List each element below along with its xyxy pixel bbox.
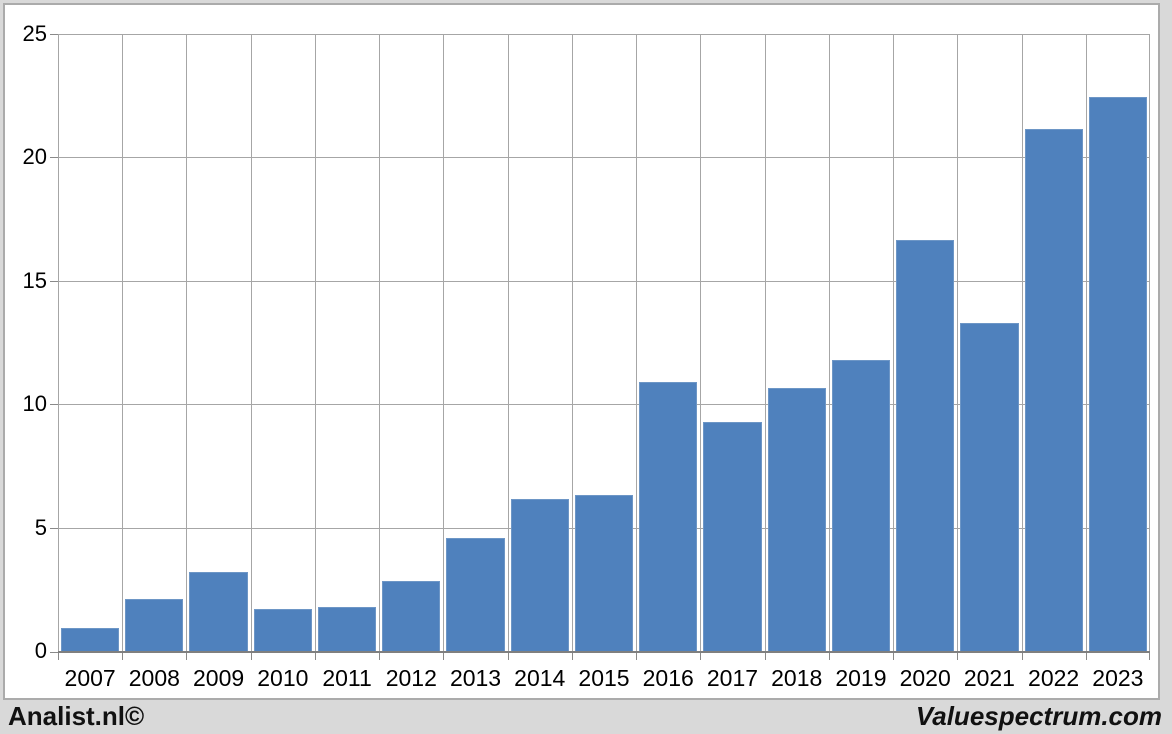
x-axis-label: 2010 bbox=[257, 665, 309, 691]
x-axis-label: 2012 bbox=[385, 665, 437, 691]
x-axis-label: 2013 bbox=[449, 665, 502, 691]
bar-2009 bbox=[189, 572, 248, 651]
y-axis-tick bbox=[50, 404, 58, 406]
vertical-gridline bbox=[122, 34, 124, 651]
vertical-gridline bbox=[443, 34, 445, 651]
bar-2018 bbox=[767, 388, 826, 651]
x-axis-tick bbox=[186, 653, 188, 660]
vertical-gridline bbox=[828, 34, 830, 651]
vertical-gridline bbox=[250, 34, 252, 651]
bar-2019 bbox=[831, 360, 891, 651]
plot-area bbox=[50, 34, 1150, 660]
horizontal-gridline bbox=[58, 280, 1150, 282]
vertical-gridline bbox=[314, 34, 316, 651]
chart-panel: 0 5 10 15 20 25 2007 2008 2009 2010 2011 2012 2013 2… bbox=[3, 3, 1160, 700]
x-axis-tick bbox=[571, 653, 573, 660]
analist-credit: Analist.nl© bbox=[8, 701, 145, 731]
vertical-gridline bbox=[1149, 34, 1150, 651]
bar-2020 bbox=[896, 240, 955, 651]
x-axis-label: 2019 bbox=[835, 665, 887, 691]
x-axis-label: 2020 bbox=[899, 665, 951, 691]
x-axis-tick bbox=[828, 653, 830, 660]
x-axis-label: 2014 bbox=[514, 665, 566, 691]
y-axis-tick bbox=[50, 157, 58, 159]
y-axis-labels: 0 5 10 15 20 25 bbox=[5, 21, 47, 663]
x-axis-label: 2015 bbox=[578, 665, 630, 691]
x-axis-tick bbox=[379, 653, 381, 660]
bar-2023 bbox=[1088, 97, 1147, 651]
vertical-gridline bbox=[764, 34, 766, 651]
vertical-gridline bbox=[893, 34, 895, 651]
y-axis-label: 10 bbox=[22, 391, 47, 417]
bar-2014 bbox=[510, 499, 569, 651]
x-axis-tick bbox=[250, 653, 252, 660]
x-axis-tick bbox=[636, 653, 638, 660]
bar-2021 bbox=[960, 323, 1019, 651]
vertical-gridline bbox=[636, 34, 638, 651]
bar-2008 bbox=[125, 599, 184, 651]
bar-2016 bbox=[639, 382, 698, 651]
x-axis-label: 2007 bbox=[64, 665, 116, 691]
bar-2010 bbox=[253, 609, 312, 651]
x-axis-tick bbox=[58, 653, 59, 660]
horizontal-gridline bbox=[58, 157, 1150, 159]
x-axis-tick bbox=[122, 653, 124, 660]
x-axis-label: 2009 bbox=[193, 665, 245, 691]
vertical-gridline bbox=[1021, 34, 1023, 651]
bar-2015 bbox=[574, 495, 634, 651]
x-axis-label: 2008 bbox=[128, 665, 180, 691]
horizontal-gridline bbox=[58, 404, 1150, 406]
y-axis-tick bbox=[50, 527, 58, 529]
x-axis-label: 2016 bbox=[642, 665, 694, 691]
y-axis-label: 5 bbox=[34, 514, 47, 540]
x-axis-tick bbox=[314, 653, 316, 660]
valuespectrum-credit: Valuespectrum.com bbox=[915, 701, 1162, 731]
horizontal-gridline bbox=[58, 34, 1150, 35]
vertical-gridline bbox=[186, 34, 188, 651]
bar-2011 bbox=[317, 607, 377, 651]
x-axis-label: 2011 bbox=[322, 665, 372, 691]
y-axis-label: 15 bbox=[22, 267, 47, 293]
bar-2017 bbox=[703, 422, 762, 651]
bar-2013 bbox=[446, 538, 505, 651]
x-axis-label: 2023 bbox=[1092, 665, 1144, 691]
x-axis-tick bbox=[957, 653, 959, 660]
vertical-gridline bbox=[1085, 34, 1087, 651]
vertical-gridline bbox=[58, 34, 59, 651]
x-axis-tick bbox=[1085, 653, 1087, 660]
bar-2007 bbox=[61, 628, 120, 651]
x-axis-label: 2018 bbox=[771, 665, 823, 691]
vertical-gridline bbox=[571, 34, 573, 651]
x-axis-label: 2021 bbox=[963, 665, 1015, 691]
y-axis-label: 0 bbox=[34, 638, 47, 663]
x-axis-label: 2017 bbox=[706, 665, 759, 691]
vertical-gridline bbox=[700, 34, 702, 651]
vertical-gridline bbox=[379, 34, 381, 651]
bar-2022 bbox=[1024, 129, 1083, 651]
y-axis-label: 25 bbox=[22, 21, 47, 46]
x-axis-tick bbox=[1021, 653, 1023, 660]
y-axis-tick bbox=[50, 652, 58, 653]
x-axis-tick bbox=[893, 653, 895, 660]
x-axis-tick bbox=[700, 653, 702, 660]
x-axis-tick bbox=[1149, 653, 1150, 660]
y-axis-tick bbox=[50, 34, 58, 35]
vertical-gridline bbox=[957, 34, 959, 651]
vertical-gridline bbox=[507, 34, 509, 651]
bar-2012 bbox=[382, 581, 441, 651]
x-axis-tick bbox=[764, 653, 766, 660]
x-axis-labels: 2007 2008 2009 2010 2011 2012 2013 2014 2015 2016… bbox=[58, 664, 1150, 692]
x-axis-tick bbox=[507, 653, 509, 660]
x-axis-label: 2022 bbox=[1028, 665, 1080, 691]
y-axis-label: 20 bbox=[22, 144, 47, 170]
branding-bar: Analist.nl© Valuespectrum.com bbox=[0, 700, 1172, 734]
y-axis-tick bbox=[50, 280, 58, 282]
x-axis-tick bbox=[443, 653, 445, 660]
